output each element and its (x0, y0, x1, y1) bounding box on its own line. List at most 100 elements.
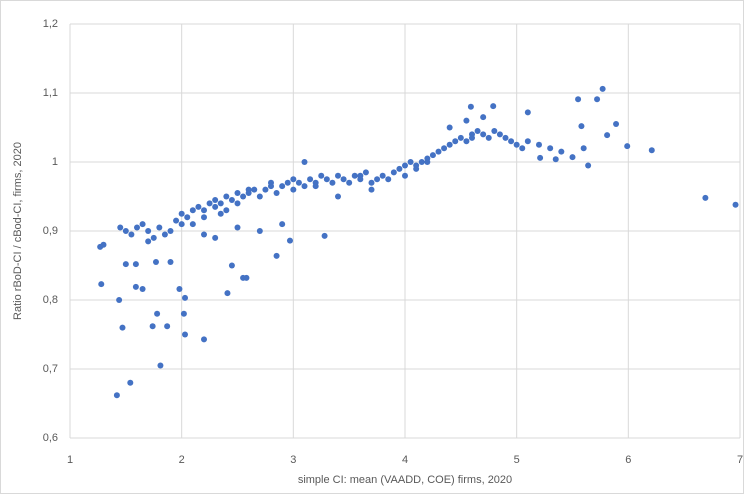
point (335, 172, 341, 179)
point (167, 228, 174, 234)
point (286, 237, 293, 244)
point (201, 207, 207, 214)
point (119, 324, 126, 331)
point (128, 231, 135, 238)
point (228, 196, 235, 203)
point (290, 176, 297, 183)
point (351, 172, 358, 179)
x-tick-label: 6 (625, 454, 631, 466)
point (167, 259, 174, 266)
point (329, 179, 336, 186)
point (284, 179, 291, 186)
x-tick-label: 3 (290, 454, 296, 466)
point (519, 145, 526, 152)
point (149, 323, 156, 330)
point (184, 214, 191, 221)
point (228, 262, 235, 269)
point (152, 259, 159, 266)
point (139, 221, 146, 228)
point (201, 336, 207, 343)
point (624, 143, 631, 150)
point (154, 310, 161, 317)
point (413, 162, 420, 169)
point (98, 281, 105, 288)
point (301, 183, 308, 190)
point (318, 172, 325, 179)
point (295, 179, 302, 186)
point (122, 261, 129, 268)
point (508, 138, 515, 145)
point (321, 232, 328, 239)
point (379, 172, 386, 179)
point (145, 238, 152, 245)
point (290, 186, 297, 193)
point (429, 152, 436, 159)
point (134, 224, 140, 231)
point (182, 294, 189, 301)
point (127, 379, 134, 386)
point (164, 323, 171, 330)
point (279, 183, 286, 190)
point (362, 169, 369, 176)
y-axis-title: Ratio rBoD-CI / cBod-CI, firms, 2020 (12, 142, 24, 320)
point (113, 392, 120, 399)
x-tick-label: 2 (179, 454, 185, 466)
point (580, 145, 587, 152)
y-tick-label: 0,9 (43, 225, 58, 237)
x-tick-label: 1 (67, 454, 73, 466)
point (469, 134, 475, 141)
point (176, 285, 183, 292)
point (485, 134, 492, 141)
point (122, 228, 129, 234)
point (446, 124, 453, 131)
point (224, 290, 231, 297)
point (346, 179, 353, 186)
point (594, 96, 601, 103)
x-tick-label: 7 (737, 454, 743, 466)
point (335, 193, 341, 200)
point (513, 141, 520, 148)
point (547, 145, 554, 152)
y-tick-label: 1,1 (43, 87, 58, 99)
point (173, 217, 180, 224)
point (480, 114, 487, 121)
point (145, 228, 152, 234)
point (418, 159, 425, 165)
point (575, 96, 582, 103)
point (201, 214, 207, 221)
point (201, 231, 207, 238)
point (251, 186, 258, 193)
point (240, 193, 247, 200)
point (604, 132, 611, 139)
point (262, 186, 269, 193)
point (217, 200, 224, 207)
point (178, 210, 185, 217)
point (132, 261, 139, 268)
point (524, 109, 531, 116)
point (463, 138, 470, 145)
point (396, 165, 403, 172)
point (402, 172, 408, 179)
point (301, 159, 308, 165)
point (340, 176, 347, 183)
point (150, 234, 157, 241)
point (256, 193, 263, 200)
point (524, 138, 531, 145)
point (402, 162, 408, 169)
point (368, 179, 375, 186)
point (552, 156, 559, 163)
point (457, 134, 464, 141)
point (139, 285, 146, 292)
point (189, 221, 196, 228)
point (312, 183, 319, 190)
point (195, 203, 202, 210)
point (279, 221, 286, 228)
point (357, 172, 364, 179)
point (569, 154, 576, 161)
point (268, 179, 274, 186)
point (648, 147, 655, 154)
point (537, 154, 544, 161)
point (374, 176, 381, 183)
